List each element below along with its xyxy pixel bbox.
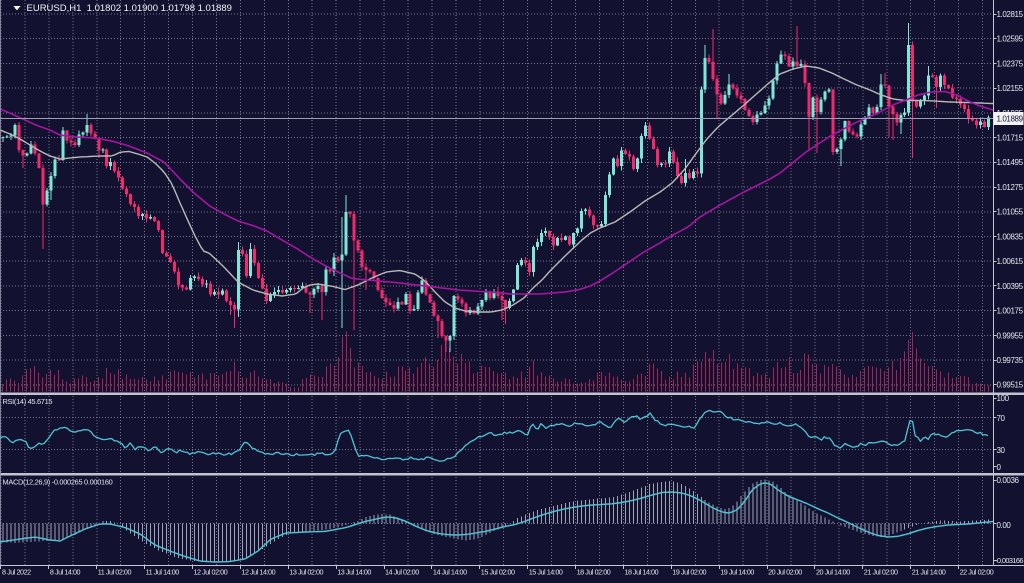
svg-text:19 Jul 14:00: 19 Jul 14:00	[720, 568, 754, 577]
svg-text:14 Jul 14:00: 14 Jul 14:00	[433, 568, 467, 577]
svg-text:20 Jul 02:00: 20 Jul 02:00	[768, 568, 802, 577]
svg-text:0.99515: 0.99515	[997, 381, 1024, 390]
svg-text:70: 70	[997, 414, 1006, 423]
svg-text:15 Jul 14:00: 15 Jul 14:00	[529, 568, 563, 577]
svg-text:MACD(12,26,9) -0.000265 0.0001: MACD(12,26,9) -0.000265 0.000160	[3, 478, 113, 487]
svg-text:100: 100	[997, 394, 1010, 403]
svg-text:18 Jul 14:00: 18 Jul 14:00	[624, 568, 658, 577]
svg-text:8 Jul 2022: 8 Jul 2022	[2, 568, 31, 577]
svg-text:15 Jul 02:00: 15 Jul 02:00	[481, 568, 515, 577]
svg-text:30: 30	[997, 446, 1006, 455]
svg-text:22 Jul 02:00: 22 Jul 02:00	[960, 568, 994, 577]
svg-text:20 Jul 14:00: 20 Jul 14:00	[816, 568, 850, 577]
svg-text:13 Jul 02:00: 13 Jul 02:00	[289, 568, 323, 577]
svg-text:8 Jul 14:00: 8 Jul 14:00	[50, 568, 81, 577]
svg-text:1.01275: 1.01275	[997, 183, 1024, 192]
svg-text:1.01495: 1.01495	[997, 158, 1024, 167]
svg-text:1.01715: 1.01715	[997, 134, 1024, 143]
svg-text:11 Jul 14:00: 11 Jul 14:00	[146, 568, 180, 577]
svg-text:0: 0	[997, 463, 1002, 472]
svg-text:1.00835: 1.00835	[997, 232, 1024, 241]
svg-text:1.00395: 1.00395	[997, 282, 1024, 291]
svg-text:1.02595: 1.02595	[997, 35, 1024, 44]
svg-text:1.00175: 1.00175	[997, 307, 1024, 316]
svg-text:1.01055: 1.01055	[997, 208, 1024, 217]
svg-text:-0.003166: -0.003166	[995, 556, 1023, 565]
svg-text:21 Jul 14:00: 21 Jul 14:00	[912, 568, 946, 577]
svg-text:11 Jul 02:00: 11 Jul 02:00	[98, 568, 132, 577]
svg-text:1.02815: 1.02815	[997, 10, 1024, 19]
svg-text:1.01889: 1.01889	[997, 115, 1024, 124]
svg-text:14 Jul 02:00: 14 Jul 02:00	[385, 568, 419, 577]
svg-text:1.00615: 1.00615	[997, 257, 1024, 266]
svg-text:1.02155: 1.02155	[997, 84, 1024, 93]
svg-text:12 Jul 14:00: 12 Jul 14:00	[241, 568, 275, 577]
svg-text:12 Jul 02:00: 12 Jul 02:00	[194, 568, 228, 577]
svg-text:EURUSD,H1 1.01802 1.01900 1.0: EURUSD,H1 1.01802 1.01900 1.01798 1.0188…	[27, 3, 232, 14]
svg-text:0.00: 0.00	[997, 521, 1012, 530]
svg-text:RSI(14) 45.6715: RSI(14) 45.6715	[3, 397, 53, 406]
svg-text:18 Jul 02:00: 18 Jul 02:00	[577, 568, 611, 577]
svg-text:1.02375: 1.02375	[997, 59, 1024, 68]
svg-text:0.99735: 0.99735	[997, 356, 1024, 365]
svg-text:0.0036: 0.0036	[997, 476, 1020, 485]
svg-text:0.99955: 0.99955	[997, 331, 1024, 340]
svg-text:19 Jul 02:00: 19 Jul 02:00	[672, 568, 706, 577]
svg-text:21 Jul 02:00: 21 Jul 02:00	[864, 568, 898, 577]
svg-text:13 Jul 14:00: 13 Jul 14:00	[337, 568, 371, 577]
